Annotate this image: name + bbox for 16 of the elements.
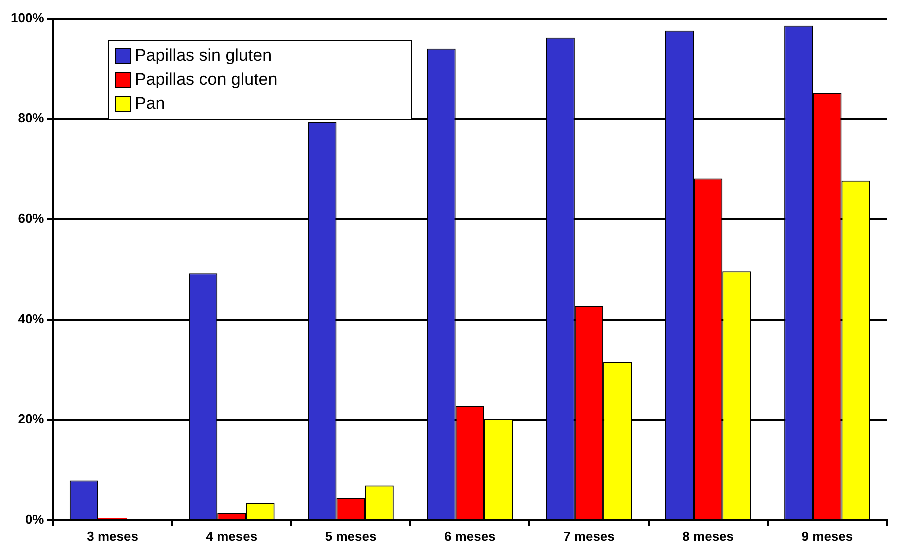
legend-label: Papillas sin gluten bbox=[135, 46, 272, 66]
x-tick-label: 7 meses bbox=[564, 528, 615, 544]
y-tick-label: 80% bbox=[18, 110, 45, 126]
x-tick-label: 6 meses bbox=[444, 528, 496, 544]
x-tick-label: 9 meses bbox=[802, 528, 854, 544]
x-tick-label: 4 meses bbox=[206, 528, 258, 544]
x-tick-label: 8 meses bbox=[682, 528, 734, 544]
x-tick-label: 3 meses bbox=[87, 528, 138, 544]
y-tick-label: 20% bbox=[18, 412, 45, 427]
legend-label: Pan bbox=[135, 94, 166, 114]
y-tick-label: 0% bbox=[25, 512, 45, 527]
y-tick-label: 40% bbox=[18, 311, 45, 326]
legend-label: Papillas con gluten bbox=[135, 70, 278, 90]
y-tick-label: 60% bbox=[18, 211, 45, 226]
y-tick-label: 100% bbox=[11, 10, 45, 26]
x-tick-label: 5 meses bbox=[325, 528, 377, 544]
